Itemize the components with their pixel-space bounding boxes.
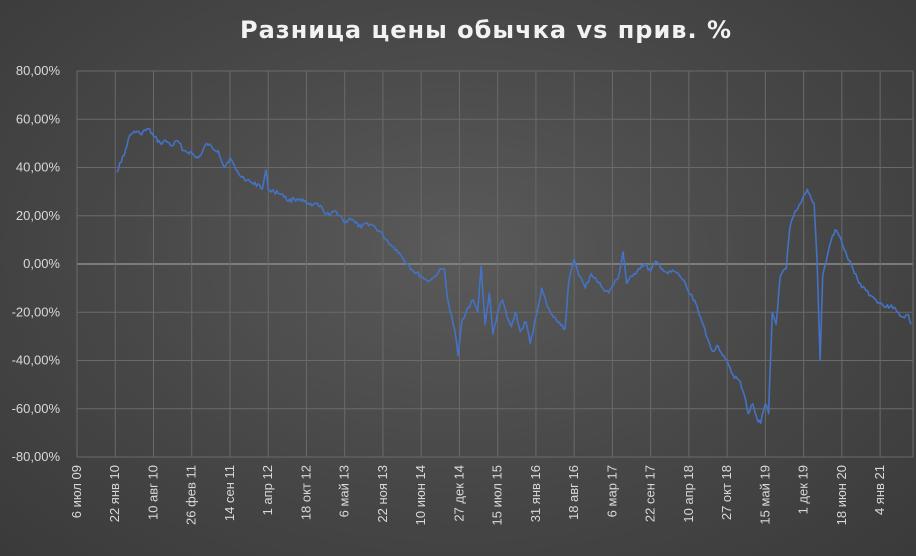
x-tick-label: 18 окт 12 xyxy=(298,465,313,520)
x-tick-label: 6 май 13 xyxy=(337,465,352,517)
y-tick-label: -60,00% xyxy=(12,401,61,416)
y-tick-label: 40,00% xyxy=(16,160,61,175)
y-axis-tick-labels: 80,00% 60,00% 40,00% 20,00% 0,00% -20,00% -40,… xyxy=(12,63,61,464)
y-tick-label: -40,00% xyxy=(12,353,61,368)
x-tick-label: 18 авг 16 xyxy=(566,465,581,520)
gridlines xyxy=(76,70,914,458)
x-tick-label: 6 мар 17 xyxy=(604,465,619,517)
x-tick-label: 10 авг 10 xyxy=(145,465,160,520)
series-group xyxy=(116,127,912,424)
y-tick-label: 80,00% xyxy=(16,63,61,78)
y-tick-label: 20,00% xyxy=(16,208,61,223)
x-tick-label: 27 дек 14 xyxy=(451,465,466,522)
x-tick-label: 27 окт 18 xyxy=(719,465,734,520)
x-tick-label: 26 фев 11 xyxy=(184,465,199,525)
x-tick-label: 22 ноя 13 xyxy=(375,465,390,523)
x-tick-label: 31 янв 16 xyxy=(528,465,543,522)
x-axis-tick-labels: 6 июл 09 22 янв 10 10 авг 10 26 фев 11 14 се… xyxy=(69,465,887,525)
series-line xyxy=(116,127,912,424)
x-tick-label: 10 июн 14 xyxy=(413,465,428,525)
x-tick-label: 1 апр 12 xyxy=(260,465,275,515)
x-tick-label: 1 дек 19 xyxy=(796,465,811,514)
x-tick-label: 10 апр 18 xyxy=(681,465,696,523)
x-tick-label: 22 сен 17 xyxy=(643,465,658,522)
x-tick-label: 6 июл 09 xyxy=(69,465,84,518)
x-tick-label: 4 янв 21 xyxy=(872,465,887,515)
x-tick-label: 14 сен 11 xyxy=(222,465,237,521)
x-tick-label: 15 май 19 xyxy=(757,465,772,525)
x-tick-label: 22 янв 10 xyxy=(107,465,122,522)
x-tick-label: 18 июн 20 xyxy=(834,465,849,525)
chart-title: Разница цены обычка vs прив. % xyxy=(240,16,732,44)
y-tick-label: -80,00% xyxy=(12,449,61,464)
y-tick-label: -20,00% xyxy=(12,304,61,319)
x-tick-label: 15 июл 15 xyxy=(490,465,505,525)
y-tick-label: 60,00% xyxy=(16,111,61,126)
y-tick-label: 0,00% xyxy=(23,256,60,271)
